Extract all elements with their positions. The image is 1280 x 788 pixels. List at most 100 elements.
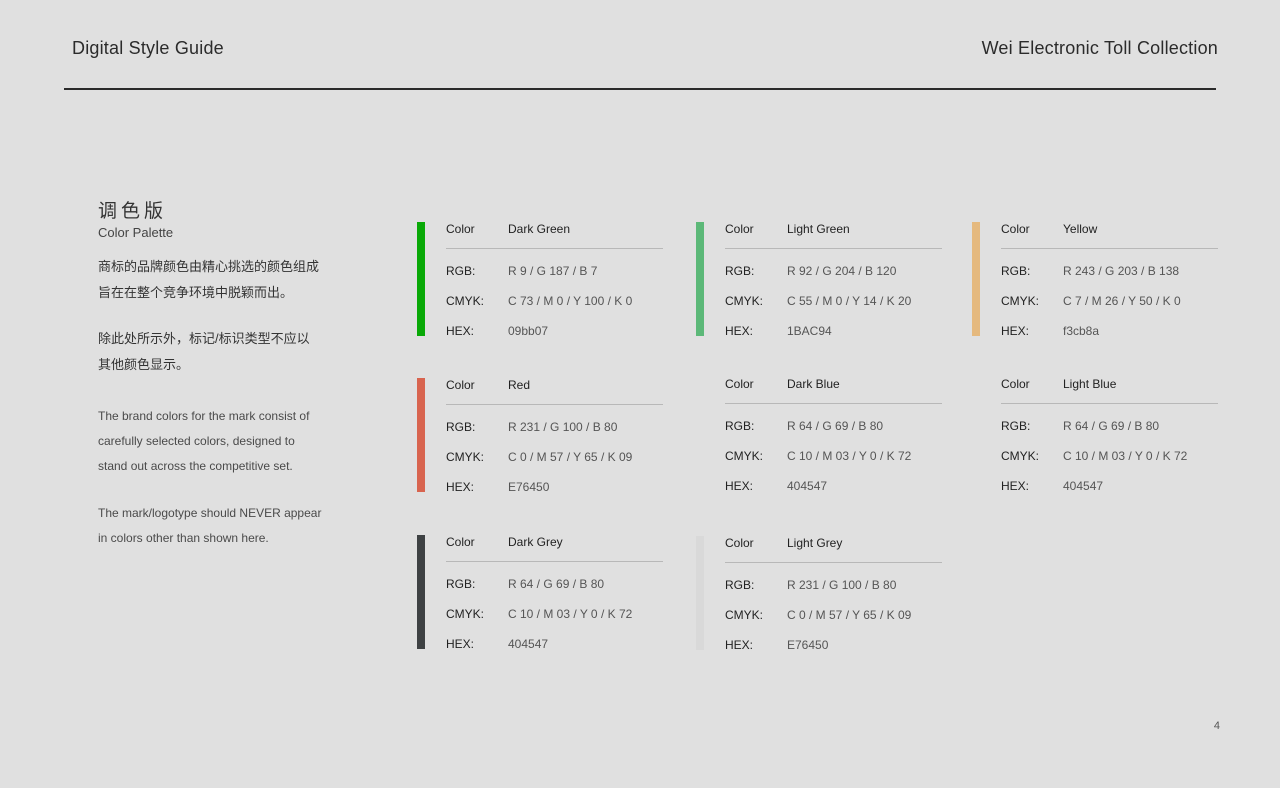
rgb-value: R 64 / G 69 / B 80 — [787, 419, 884, 433]
card-divider — [1001, 403, 1218, 404]
intro-paragraph-en-2: The mark/logotype should NEVER appear in… — [98, 501, 338, 551]
card-divider — [446, 561, 663, 562]
color-name: Yellow — [1063, 222, 1098, 236]
header-divider — [64, 88, 1216, 90]
text-line: 其他颜色显示。 — [98, 357, 190, 372]
color-label: Color — [725, 222, 754, 236]
color-label: Color — [725, 377, 754, 391]
project-title: Wei Electronic Toll Collection — [981, 38, 1218, 58]
color-card-dark-grey: Color Dark Grey RGB: R 64 / G 69 / B 80 CM… — [417, 535, 667, 655]
color-label: Color — [446, 378, 475, 392]
hex-label: HEX: — [1001, 479, 1030, 493]
cmyk-value: C 0 / M 57 / Y 65 / K 09 — [787, 608, 912, 622]
color-card-yellow: Color Yellow RGB: R 243 / G 203 / B 138 CM… — [972, 222, 1222, 342]
color-name: Light Green — [787, 222, 850, 236]
cmyk-label: CMYK: — [725, 449, 764, 463]
card-divider — [725, 562, 942, 563]
cmyk-label: CMYK: — [1001, 449, 1040, 463]
hex-value: 09bb07 — [508, 324, 549, 338]
page-number: 4 — [1213, 720, 1220, 732]
color-swatch-bar — [696, 222, 704, 336]
hex-value: E76450 — [787, 638, 829, 652]
color-card-dark-blue: Color Dark Blue RGB: R 64 / G 69 / B 80 CM… — [696, 377, 946, 497]
cmyk-label: CMYK: — [446, 294, 485, 308]
rgb-value: R 231 / G 100 / B 80 — [787, 578, 897, 592]
hex-value: E76450 — [508, 480, 550, 494]
color-name: Light Blue — [1063, 377, 1117, 391]
rgb-value: R 64 / G 69 / B 80 — [508, 577, 605, 591]
rgb-label: RGB: — [446, 420, 476, 434]
rgb-label: RGB: — [725, 264, 755, 278]
color-swatch-bar — [972, 222, 980, 336]
text-line: 除此处所示外，标记/标识类型不应以 — [98, 331, 310, 346]
cmyk-value: C 10 / M 03 / Y 0 / K 72 — [508, 607, 633, 621]
intro-section: 调色版 Color Palette 商标的品牌颜色由精心挑选的颜色组成 旨在在整… — [98, 199, 338, 551]
card-divider — [1001, 248, 1218, 249]
cmyk-label: CMYK: — [725, 608, 764, 622]
rgb-label: RGB: — [446, 577, 476, 591]
cmyk-value: C 73 / M 0 / Y 100 / K 0 — [508, 294, 633, 308]
color-swatch-bar — [696, 536, 704, 650]
text-line: in colors other than shown here. — [98, 531, 269, 545]
color-label: Color — [1001, 377, 1030, 391]
doc-title: Digital Style Guide — [72, 38, 224, 58]
cmyk-label: CMYK: — [725, 294, 764, 308]
hex-value: 404547 — [787, 479, 828, 493]
rgb-value: R 231 / G 100 / B 80 — [508, 420, 618, 434]
text-line: The brand colors for the mark consist of — [98, 409, 310, 423]
color-name: Dark Blue — [787, 377, 840, 391]
color-name: Light Grey — [787, 536, 843, 550]
text-line: stand out across the competitive set. — [98, 459, 293, 473]
text-line: carefully selected colors, designed to — [98, 434, 295, 448]
color-card-light-green: Color Light Green RGB: R 92 / G 204 / B 12… — [696, 222, 946, 342]
intro-paragraph-zh-1: 商标的品牌颜色由精心挑选的颜色组成 旨在在整个竞争环境中脱颖而出。 — [98, 254, 338, 306]
color-label: Color — [446, 535, 475, 549]
rgb-value: R 64 / G 69 / B 80 — [1063, 419, 1160, 433]
color-label: Color — [725, 536, 754, 550]
color-card-red: Color Red RGB: R 231 / G 100 / B 80 CMYK: C… — [417, 378, 667, 498]
color-name: Dark Grey — [508, 535, 563, 549]
rgb-value: R 9 / G 187 / B 7 — [508, 264, 598, 278]
hex-value: 404547 — [508, 637, 549, 651]
card-divider — [446, 404, 663, 405]
cmyk-value: C 55 / M 0 / Y 14 / K 20 — [787, 294, 912, 308]
rgb-value: R 92 / G 204 / B 120 — [787, 264, 897, 278]
hex-value: 404547 — [1063, 479, 1104, 493]
hex-label: HEX: — [725, 324, 754, 338]
card-divider — [725, 248, 942, 249]
hex-label: HEX: — [446, 480, 475, 494]
section-title-zh: 调色版 — [98, 201, 168, 222]
hex-label: HEX: — [725, 479, 754, 493]
rgb-label: RGB: — [1001, 419, 1031, 433]
color-name: Red — [508, 378, 531, 392]
text-line: 旨在在整个竞争环境中脱颖而出。 — [98, 285, 294, 300]
cmyk-label: CMYK: — [446, 450, 485, 464]
hex-label: HEX: — [1001, 324, 1030, 338]
cmyk-label: CMYK: — [1001, 294, 1040, 308]
rgb-label: RGB: — [1001, 264, 1031, 278]
text-line: The mark/logotype should NEVER appear — [98, 506, 322, 520]
intro-paragraph-zh-2: 除此处所示外，标记/标识类型不应以 其他颜色显示。 — [98, 326, 338, 378]
rgb-label: RGB: — [446, 264, 476, 278]
rgb-label: RGB: — [725, 419, 755, 433]
intro-paragraph-en-1: The brand colors for the mark consist of… — [98, 404, 338, 479]
hex-value: f3cb8a — [1063, 324, 1100, 338]
cmyk-value: C 0 / M 57 / Y 65 / K 09 — [508, 450, 633, 464]
text-line: 商标的品牌颜色由精心挑选的颜色组成 — [98, 259, 320, 274]
color-card-dark-green: Color Dark Green RGB: R 9 / G 187 / B 7 CM… — [417, 222, 667, 342]
cmyk-value: C 7 / M 26 / Y 50 / K 0 — [1063, 294, 1181, 308]
color-name: Dark Green — [508, 222, 571, 236]
card-divider — [725, 403, 942, 404]
cmyk-value: C 10 / M 03 / Y 0 / K 72 — [1063, 449, 1188, 463]
color-swatch-bar — [417, 222, 425, 336]
cmyk-value: C 10 / M 03 / Y 0 / K 72 — [787, 449, 912, 463]
color-label: Color — [1001, 222, 1030, 236]
color-card-light-grey: Color Light Grey RGB: R 231 / G 100 / B 80… — [696, 536, 946, 656]
section-title-en: Color Palette — [98, 225, 174, 240]
color-swatch-bar — [417, 378, 425, 492]
hex-label: HEX: — [446, 324, 475, 338]
hex-value: 1BAC94 — [787, 324, 832, 338]
color-swatch-bar — [417, 535, 425, 649]
rgb-value: R 243 / G 203 / B 138 — [1063, 264, 1180, 278]
color-card-light-blue: Color Light Blue RGB: R 64 / G 69 / B 80 C… — [972, 377, 1222, 497]
